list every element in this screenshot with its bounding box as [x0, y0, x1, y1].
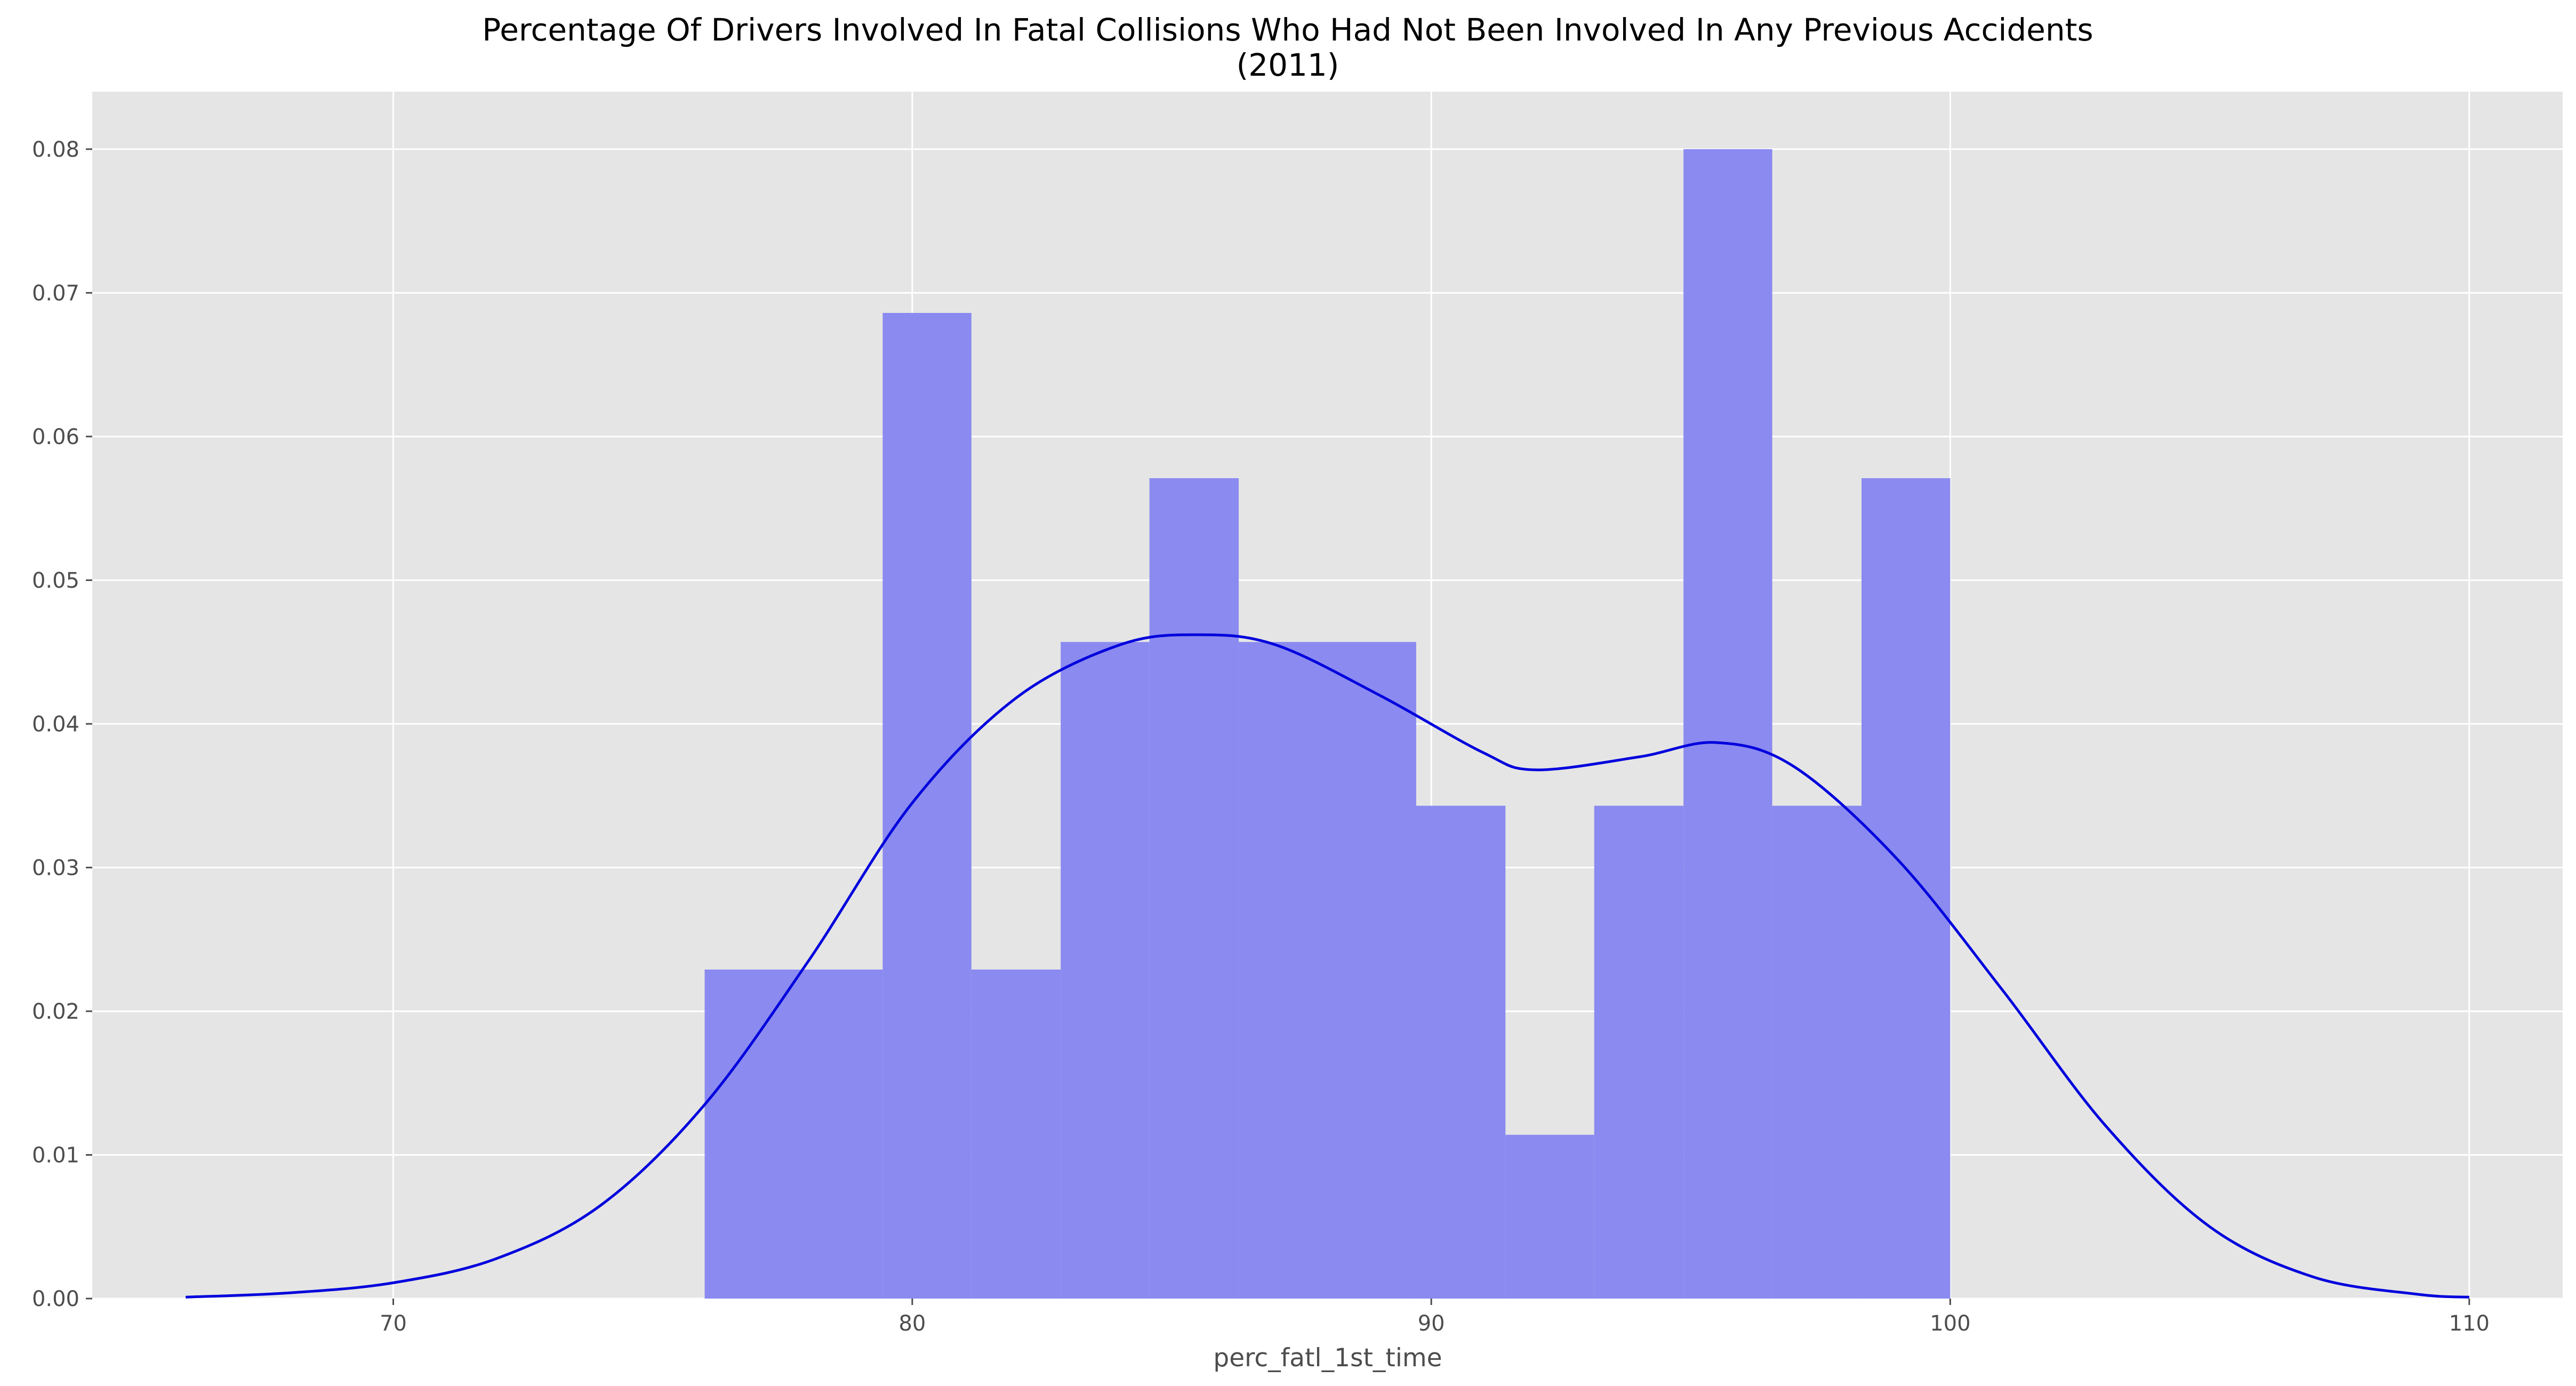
y-tick-label: 0.01: [32, 1143, 79, 1167]
y-tick-label: 0.02: [32, 1000, 79, 1024]
axis-ticks: 70 80 90 100 110 0.00 0.01 0.02 0.03 0.04 0.05 0.06…: [32, 138, 2490, 1336]
x-tick-label: 80: [898, 1311, 926, 1336]
histogram-bar: [1505, 1134, 1594, 1299]
y-tick-label: 0.07: [32, 281, 79, 305]
histogram-bar: [1594, 805, 1684, 1299]
y-tick-label: 0.03: [32, 856, 79, 880]
histogram-bar: [1239, 642, 1416, 1299]
x-tick-label: 90: [1418, 1311, 1445, 1336]
x-axis-label: perc_fatl_1st_time: [1213, 1343, 1442, 1373]
histogram-bar: [1416, 805, 1506, 1299]
y-tick-label: 0.05: [32, 568, 79, 593]
x-tick-label: 70: [380, 1311, 407, 1336]
histogram-bars: [704, 149, 1951, 1299]
chart-title: Percentage Of Drivers Involved In Fatal …: [482, 12, 2093, 48]
x-tick-label: 100: [1930, 1311, 1970, 1336]
histogram-bar: [971, 969, 1061, 1299]
histogram-bar: [1772, 805, 1862, 1299]
chart-subtitle: (2011): [1237, 47, 1339, 83]
y-tick-label: 0.06: [32, 425, 79, 449]
histogram-bar: [1061, 642, 1150, 1299]
kde-curve-layer: [186, 633, 2469, 1299]
histogram-bar: [704, 969, 883, 1299]
histogram-bar: [1683, 149, 1772, 1299]
y-tick-label: 0.00: [32, 1287, 79, 1311]
kde-curve: [186, 633, 2469, 1299]
histogram-bar: [1149, 478, 1239, 1299]
y-tick-label: 0.04: [32, 712, 79, 737]
histogram-bar: [882, 313, 972, 1299]
y-tick-label: 0.08: [32, 138, 79, 162]
histogram-bar: [1861, 478, 1951, 1299]
x-tick-label: 110: [2449, 1311, 2490, 1336]
